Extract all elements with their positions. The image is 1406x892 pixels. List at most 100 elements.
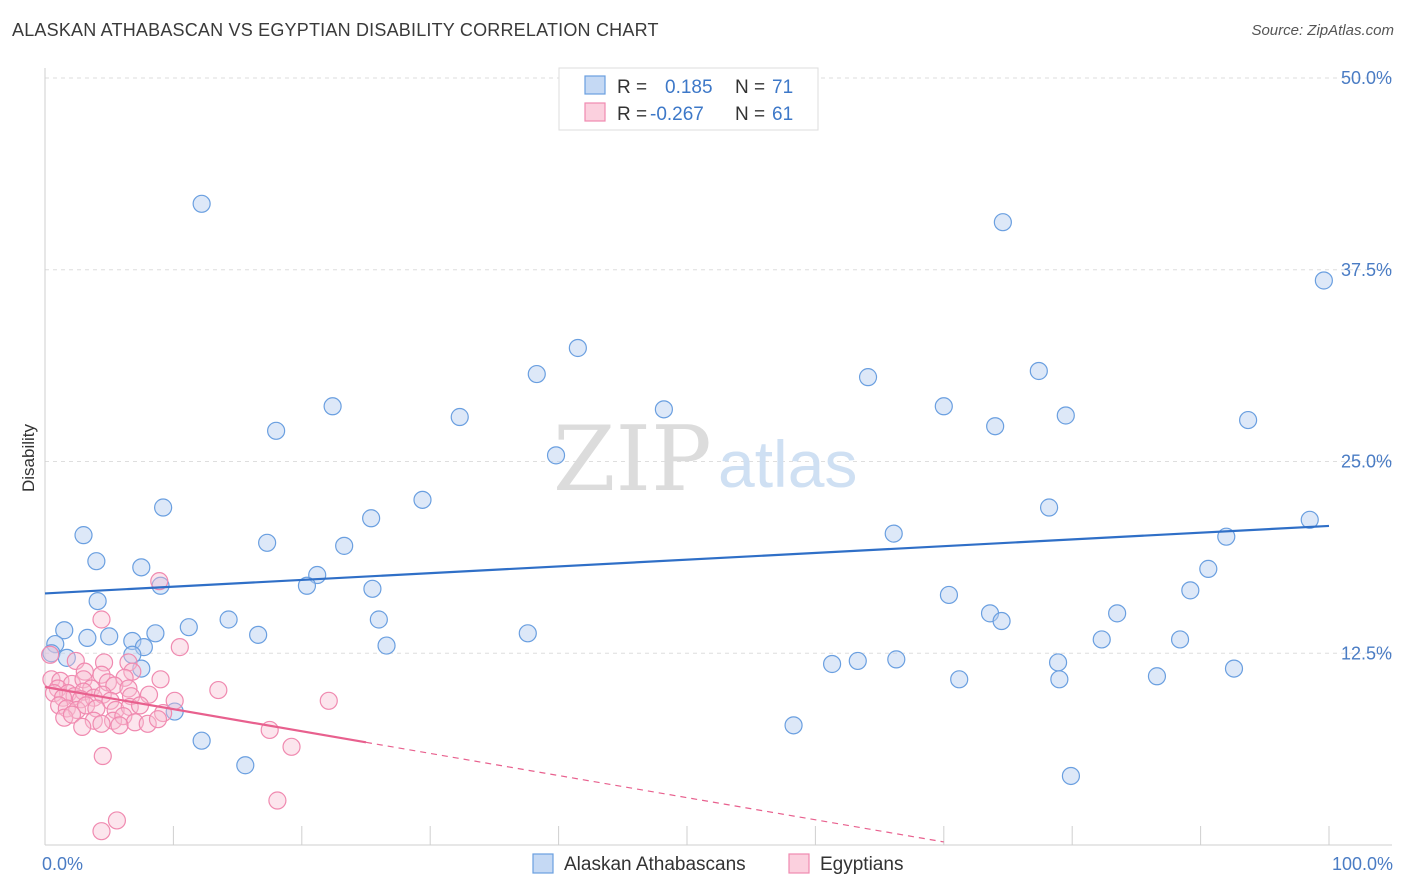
- athabascan-point-3: [568, 338, 587, 358]
- athabascan-point-69: [784, 716, 803, 735]
- watermark: ZIP atlas: [553, 407, 857, 512]
- athabascan-point-6: [1029, 361, 1048, 381]
- series-legend: Alaskan Athabascans Egyptians: [532, 853, 903, 875]
- athabascan-point-9: [654, 400, 673, 419]
- egyptian-point-48: [114, 707, 133, 726]
- athabascan-point-12: [267, 421, 286, 440]
- athabascan-point-62: [950, 670, 969, 689]
- athabascan-point-1: [993, 213, 1012, 232]
- athabascan-point-40: [1108, 604, 1127, 623]
- athabascan-point-45: [179, 618, 198, 637]
- egyptian-point-1: [92, 610, 111, 629]
- egyptian-point-0: [150, 572, 169, 591]
- legend-n-label-2: N =: [735, 104, 765, 125]
- athabascan-point-33: [939, 585, 959, 605]
- athabascan-point-60: [1048, 653, 1068, 672]
- athabascan-point-53: [377, 636, 396, 655]
- athabascan-point-65: [1147, 667, 1167, 686]
- watermark-atlas: atlas: [718, 427, 857, 501]
- egyptian-point-47: [103, 711, 123, 730]
- legend-n-value-1: 71: [772, 77, 793, 98]
- athabascan-point-24: [87, 552, 106, 571]
- y-tick-label-3: 50.0%: [1341, 68, 1392, 88]
- athabascan-point-39: [992, 611, 1011, 631]
- athabascan-point-68: [236, 756, 255, 775]
- series-swatch-athabascan: [532, 853, 554, 874]
- legend-r-value-2: -0.267: [650, 104, 704, 125]
- athabascan-point-25: [132, 558, 151, 577]
- egyptian-point-54: [148, 710, 168, 729]
- athabascan-point-29: [1199, 559, 1218, 578]
- athabascan-point-15: [546, 446, 566, 465]
- athabascan-point-22: [1300, 510, 1319, 529]
- egyptian-point-3: [41, 645, 60, 664]
- athabascan-point-18: [335, 536, 354, 555]
- egyptian-point-38: [76, 696, 96, 715]
- athabascan-point-55: [1092, 630, 1111, 649]
- stats-legend: R = 0.185 N = 71 R = -0.267 N = 61: [558, 67, 819, 131]
- egyptian-point-56: [282, 737, 301, 756]
- athabascan-point-19: [362, 509, 381, 528]
- axes: [44, 68, 1392, 846]
- legend-r-label-1: R =: [617, 77, 647, 98]
- athabascan-point-37: [369, 610, 388, 629]
- egyptian-trend-extension: [365, 741, 944, 843]
- egyptian-point-17: [151, 670, 170, 689]
- athabascan-point-70: [1061, 766, 1081, 786]
- athabascan-point-35: [88, 591, 107, 611]
- athabascan-point-47: [123, 631, 142, 651]
- egyptian-point-33: [209, 680, 228, 700]
- egyptian-point-52: [92, 714, 111, 733]
- egyptian-point-50: [138, 714, 157, 733]
- egyptian-point-45: [62, 705, 82, 724]
- athabascan-point-8: [450, 407, 469, 427]
- y-tick-label-0: 12.5%: [1341, 643, 1392, 663]
- series-swatch-egyptian: [788, 853, 810, 874]
- athabascan-point-46: [249, 625, 268, 644]
- athabascan-point-42: [78, 628, 97, 648]
- egyptian-point-57: [93, 746, 112, 766]
- athabascan-point-58: [822, 654, 842, 674]
- athabascan-point-20: [413, 490, 432, 509]
- egyptian-point-58: [268, 791, 287, 810]
- egyptian-point-53: [110, 716, 129, 735]
- athabascan-point-17: [154, 498, 173, 517]
- athabascan-point-36: [219, 610, 238, 629]
- athabascan-point-31: [297, 576, 317, 595]
- series-label-egyptian: Egyptians: [820, 854, 903, 875]
- y-tick-label-2: 37.5%: [1341, 260, 1392, 280]
- egyptian-point-2: [170, 638, 189, 657]
- athabascan-point-10: [934, 397, 953, 416]
- athabascan-point-27: [884, 524, 903, 543]
- athabascan-point-4: [527, 364, 546, 384]
- athabascan-point-56: [1170, 630, 1190, 649]
- athabascan-point-14: [1239, 410, 1258, 430]
- athabascan-point-61: [1224, 659, 1244, 678]
- legend-n-value-2: 61: [772, 104, 793, 125]
- grid: [45, 77, 1392, 654]
- data-points: [41, 194, 1333, 841]
- athabascan-point-32: [363, 579, 382, 598]
- athabascan-point-21: [1039, 498, 1059, 517]
- legend-swatch-egyptian: [584, 102, 606, 122]
- athabascan-point-23: [258, 533, 277, 552]
- egyptian-point-59: [107, 811, 127, 830]
- athabascan-point-43: [100, 627, 119, 646]
- y-axis-title: Disability: [19, 423, 38, 492]
- legend-r-label-2: R =: [617, 104, 647, 125]
- source-credit: Source: ZipAtlas.com: [1251, 22, 1394, 39]
- athabascan-point-34: [1181, 581, 1200, 600]
- trend-lines: [44, 524, 1330, 843]
- x-tick-label-0: 0.0%: [42, 854, 83, 874]
- athabascan-point-11: [1056, 406, 1075, 425]
- athabascan-trend-line: [44, 524, 1330, 595]
- athabascan-point-67: [192, 731, 211, 750]
- legend-n-label-1: N =: [735, 77, 765, 98]
- legend-r-value-1: 0.185: [665, 77, 713, 98]
- athabascan-point-5: [858, 368, 878, 387]
- tick-labels: 12.5% 25.0% 37.5% 50.0% 0.0% 100.0%: [42, 68, 1393, 874]
- athabascan-point-63: [848, 651, 867, 671]
- y-tick-label-1: 25.0%: [1341, 452, 1392, 472]
- x-tick-label-1: 100.0%: [1332, 854, 1393, 874]
